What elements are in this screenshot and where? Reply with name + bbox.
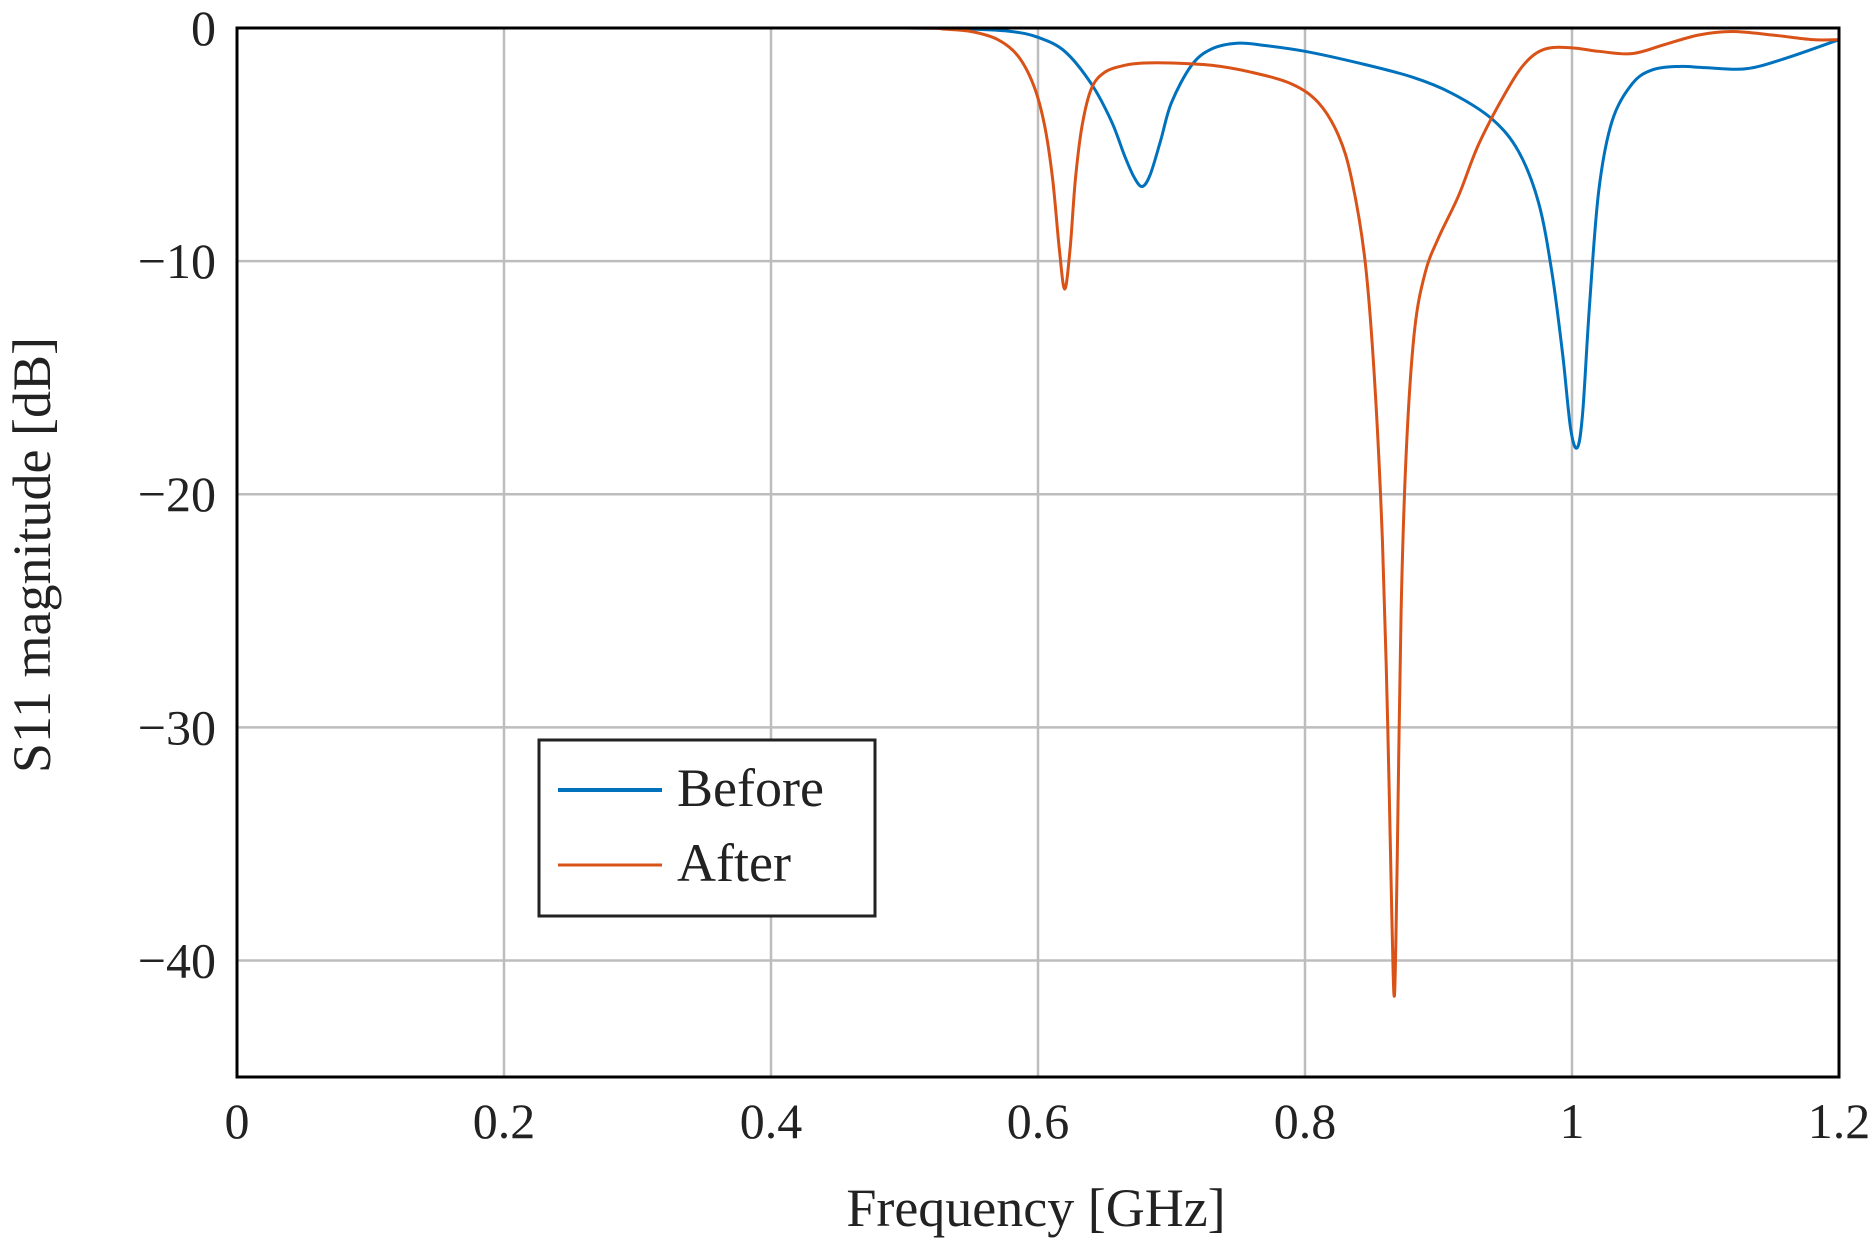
series-line-after: [237, 26, 1840, 998]
x-tick-label: 0.4: [740, 1093, 803, 1149]
y-tick-labels: 0 −10 −20 −30 −40: [138, 0, 216, 988]
legend-box: [537, 738, 877, 918]
x-tick-label: 0.2: [473, 1093, 536, 1149]
series-layer: [237, 26, 1840, 998]
plot-frame: [235, 26, 1841, 1079]
x-tick-label: 1.2: [1808, 1093, 1871, 1149]
x-axis-label: Frequency [GHz]: [846, 1178, 1225, 1238]
legend: Before After: [537, 738, 877, 918]
y-axis-label: S11 magnitude [dB]: [2, 337, 62, 773]
y-tick-label: −20: [138, 466, 216, 522]
y-tick-label: −40: [138, 932, 216, 988]
x-tick-labels: 0 0.2 0.4 0.6 0.8 1 1.2: [225, 1093, 1871, 1149]
series-line-before: [237, 26, 1840, 450]
grid: [235, 26, 1841, 1077]
x-tick-label: 0: [225, 1093, 250, 1149]
y-tick-label: −10: [138, 233, 216, 289]
x-tick-label: 0.8: [1274, 1093, 1337, 1149]
legend-label-before: Before: [677, 758, 824, 818]
x-tick-label: 0.6: [1007, 1093, 1070, 1149]
y-tick-label: 0: [191, 0, 216, 56]
legend-label-after: After: [677, 833, 791, 893]
y-tick-label: −30: [138, 699, 216, 755]
x-tick-label: 1: [1560, 1093, 1585, 1149]
